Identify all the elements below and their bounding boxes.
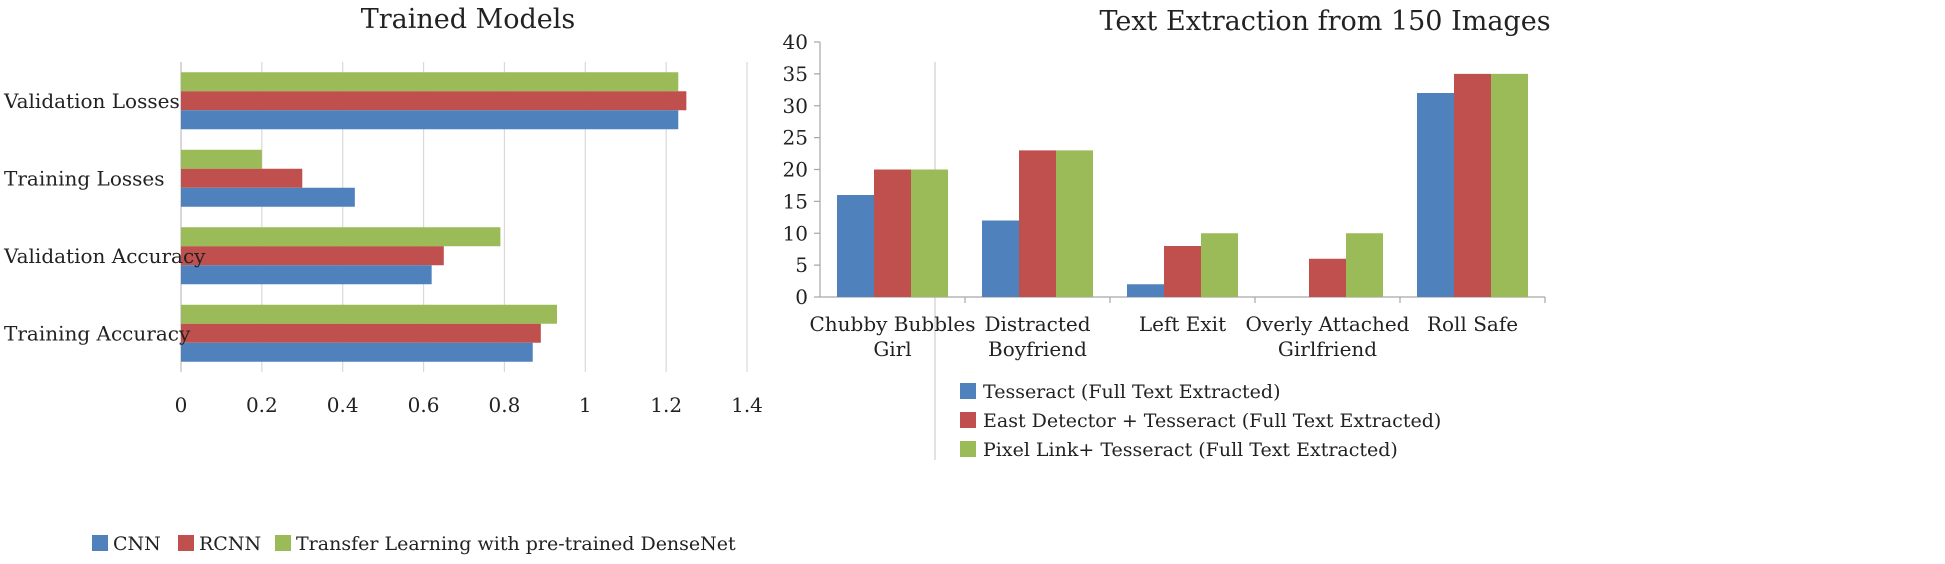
legend-label: Tesseract (Full Text Extracted): [983, 381, 1281, 403]
legend-label: Transfer Learning with pre-trained Dense…: [296, 533, 736, 555]
x-tick-label: 1: [579, 393, 592, 417]
bar-cnn-training-losses: [181, 187, 355, 207]
bar-transfer-learning-with-pre-trained-densenet-training-accuracy: [181, 304, 557, 324]
x-category-label: Girl: [873, 337, 911, 361]
bar-rcnn-validation-accuracy: [181, 246, 444, 266]
y-tick-label: 15: [783, 189, 808, 213]
x-category-label: Girlfriend: [1278, 337, 1377, 361]
x-category-label: Overly Attached: [1246, 312, 1410, 336]
bar-rcnn-training-accuracy: [181, 323, 541, 343]
x-tick-label: 1.4: [731, 393, 763, 417]
bar-transfer-learning-with-pre-trained-densenet-training-losses: [181, 149, 262, 169]
y-tick-label: 40: [783, 30, 808, 54]
bar-tesseract-full-text-extracted-distracted-boyfriend: [982, 220, 1019, 297]
bar-rcnn-training-losses: [181, 168, 303, 188]
bar-east-detector-tesseract-full-text-extracted-overly-attached-girlfriend: [1309, 258, 1346, 297]
y-tick-label: 20: [783, 158, 808, 182]
bar-pixel-link-tesseract-full-text-extracted-distracted-boyfriend: [1056, 150, 1093, 297]
bar-transfer-learning-with-pre-trained-densenet-validation-accuracy: [181, 227, 501, 247]
y-category-label: Validation Losses: [3, 89, 180, 113]
bar-tesseract-full-text-extracted-chubby-bubbles-girl: [837, 195, 874, 297]
bar-east-detector-tesseract-full-text-extracted-distracted-boyfriend: [1019, 150, 1056, 297]
bar-transfer-learning-with-pre-trained-densenet-validation-losses: [181, 72, 679, 92]
right-chart-title: Text Extraction from 150 Images: [1099, 6, 1550, 37]
bar-pixel-link-tesseract-full-text-extracted-roll-safe: [1491, 73, 1528, 297]
y-category-label: Validation Accuracy: [3, 244, 206, 268]
bar-east-detector-tesseract-full-text-extracted-roll-safe: [1454, 73, 1491, 297]
x-category-label: Chubby Bubbles: [809, 312, 975, 336]
legend-label: RCNN: [199, 533, 261, 555]
x-tick-label: 0.2: [246, 393, 278, 417]
legend-swatch: [960, 383, 976, 399]
legend-label: Pixel Link+ Tesseract (Full Text Extract…: [983, 439, 1398, 461]
bar-tesseract-full-text-extracted-roll-safe: [1417, 93, 1454, 297]
bar-tesseract-full-text-extracted-left-exit: [1127, 284, 1164, 297]
x-category-label: Boyfriend: [988, 337, 1087, 361]
y-tick-label: 0: [795, 285, 808, 309]
x-category-label: Distracted: [984, 312, 1090, 336]
legend-swatch: [960, 412, 976, 428]
legend-swatch: [275, 535, 291, 551]
bar-pixel-link-tesseract-full-text-extracted-left-exit: [1201, 233, 1238, 297]
y-tick-label: 10: [783, 221, 808, 245]
y-tick-label: 30: [783, 94, 808, 118]
x-category-label: Left Exit: [1139, 312, 1226, 336]
bar-east-detector-tesseract-full-text-extracted-left-exit: [1164, 246, 1201, 297]
bar-cnn-validation-losses: [181, 110, 679, 130]
x-tick-label: 0.8: [489, 393, 521, 417]
y-tick-label: 35: [783, 62, 808, 86]
x-tick-label: 1.2: [650, 393, 682, 417]
legend-label: CNN: [113, 533, 161, 555]
legend-swatch: [178, 535, 194, 551]
x-tick-label: 0.4: [327, 393, 359, 417]
x-tick-label: 0.6: [408, 393, 440, 417]
legend-swatch: [960, 441, 976, 457]
left-chart: Trained Models Validation Losses Training…: [3, 4, 763, 555]
bar-rcnn-validation-losses: [181, 91, 687, 111]
legend-label: East Detector + Tesseract (Full Text Ext…: [983, 410, 1441, 432]
bar-cnn-training-accuracy: [181, 342, 533, 362]
bar-pixel-link-tesseract-full-text-extracted-chubby-bubbles-girl: [911, 169, 948, 297]
x-tick-label: 0: [175, 393, 188, 417]
bar-east-detector-tesseract-full-text-extracted-chubby-bubbles-girl: [874, 169, 911, 297]
x-category-label: Roll Safe: [1427, 312, 1518, 336]
bar-pixel-link-tesseract-full-text-extracted-overly-attached-girlfriend: [1346, 233, 1383, 297]
right-chart: Text Extraction from 150 Images Chubby B…: [783, 6, 1551, 461]
left-chart-title: Trained Models: [361, 4, 576, 35]
y-tick-label: 25: [783, 126, 808, 150]
y-category-label: Training Losses: [4, 166, 165, 190]
legend-swatch: [92, 535, 108, 551]
y-tick-label: 5: [795, 253, 808, 277]
y-category-label: Training Accuracy: [4, 321, 191, 345]
bar-cnn-validation-accuracy: [181, 265, 432, 285]
